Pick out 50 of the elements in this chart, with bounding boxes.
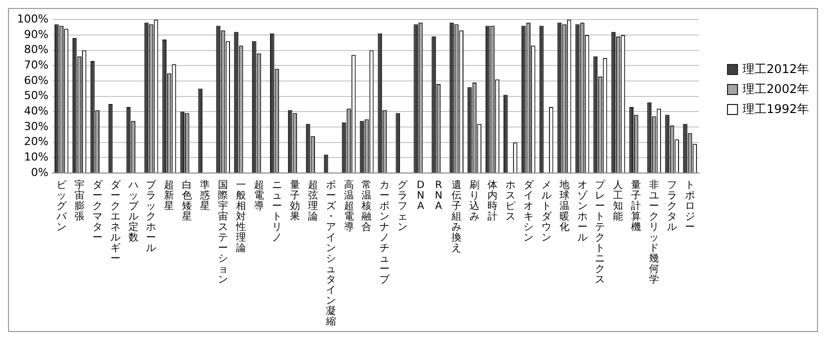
x-tick-label: DNA	[416, 180, 425, 212]
x-tick-label: 人工知能	[613, 180, 624, 222]
x-tick-label: 刷り込み	[470, 180, 480, 222]
x-tick-label: 常温核融合	[360, 178, 372, 233]
y-tick-label: 30%	[24, 120, 48, 133]
x-tick-label: ハッブル定数	[127, 180, 140, 244]
x-tick-label: 体内時計	[487, 178, 498, 222]
x-tick-label: ブラックホール	[146, 178, 158, 254]
x-tick-label: 量子計算機	[631, 180, 642, 233]
y-tick-label: 0%	[30, 166, 48, 179]
y-tick-label: 20%	[24, 135, 48, 148]
y-tick-label: 70%	[24, 58, 48, 72]
text: 理工1992年	[742, 101, 809, 118]
x-tick-label: RNA	[434, 180, 442, 212]
x-tick-label: ホスピス	[505, 180, 516, 222]
x-tick-label: 量子効果	[290, 180, 300, 222]
x-tick-label: 高温超電導	[344, 178, 354, 233]
y-tick-label: 50%	[24, 89, 48, 102]
category-label: 国際宇宙ステーション	[218, 180, 228, 286]
x-tick-label: 遺伝子組み換え	[450, 178, 462, 254]
y-tick-label: 60%	[24, 74, 48, 87]
category-label: カーボンナノチューブ	[380, 180, 390, 286]
legend-label: 理工2002年	[742, 81, 809, 98]
x-tick-label: 白色矮星	[182, 178, 192, 222]
y-tick-label: 80%	[24, 43, 48, 56]
x-tick-label: 準惑星	[199, 178, 210, 212]
x-tick-label: オゾンホール	[577, 180, 588, 244]
x-tick-label: 宇宙膨張	[74, 178, 84, 222]
x-tick-label: 超電導	[254, 178, 264, 212]
x-tick-label: 一般相対性理論	[235, 180, 246, 254]
category-label: ボーズ・アインシュタイン凝縮	[326, 180, 336, 328]
x-tick-label: ニュートリノ	[272, 180, 282, 244]
legend-label: 理工2012年	[742, 61, 809, 78]
y-tick-label: 100%	[16, 12, 48, 26]
x-tick-label: 超新星	[164, 178, 174, 212]
x-tick-label: ダークマター	[92, 178, 104, 244]
x-tick-label: グラフェン	[398, 180, 409, 233]
x-tick-label: ビッグバン	[55, 180, 68, 233]
y-tick-label: 10%	[24, 150, 48, 164]
category-label: 非ユークリッド幾何学	[649, 180, 660, 286]
x-tick-label: ダークエネルギー	[110, 178, 122, 264]
category-label: プレートテクトニクス	[595, 180, 606, 286]
x-tick-label: フラクタル	[667, 180, 678, 233]
x-tick-label: トポロジー	[685, 180, 696, 233]
x-tick-label: 地球温暖化	[558, 178, 570, 233]
x-tick-label: ダイオキシン	[523, 178, 534, 244]
y-tick-label: 90%	[24, 28, 48, 41]
y-tick-label: 40%	[24, 104, 48, 118]
x-tick-label: 超弦理論	[308, 178, 318, 222]
x-tick-label: メルトダウン	[541, 180, 552, 244]
